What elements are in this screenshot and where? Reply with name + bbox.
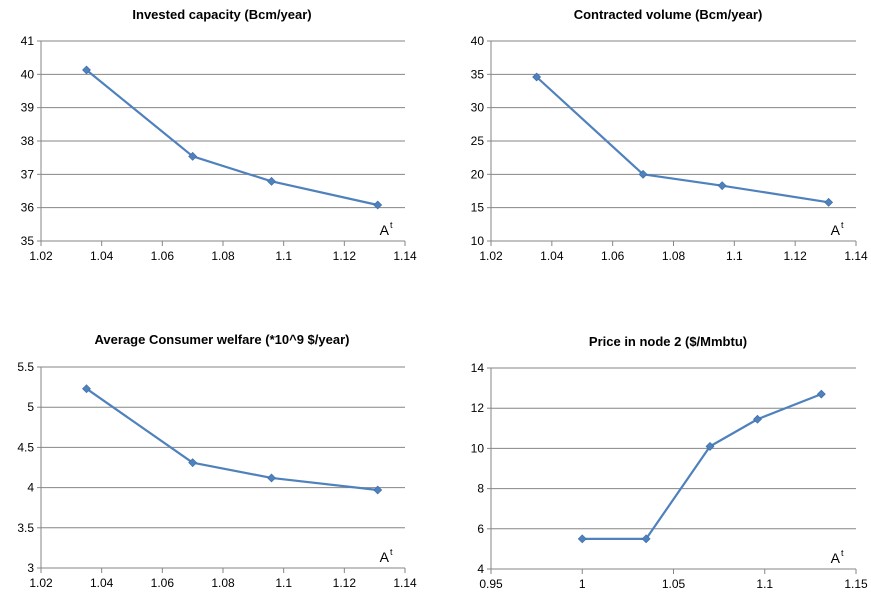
- x-tick-label: 1.06: [151, 576, 175, 590]
- y-tick-label: 3.5: [17, 521, 34, 535]
- x-tick-label: 1.06: [151, 249, 175, 263]
- data-point: [638, 169, 648, 179]
- data-point: [753, 414, 762, 424]
- y-tick-label: 38: [21, 134, 35, 148]
- y-tick-label: 5: [27, 400, 34, 414]
- y-tick-label: 39: [21, 101, 35, 115]
- data-point: [532, 72, 542, 82]
- x-tick-label: 1.08: [662, 249, 686, 263]
- data-point: [373, 485, 383, 495]
- chart-1: Invested capacity (Bcm/year) 35 36 37 38 39 40…: [21, 7, 417, 263]
- x-axis-label-superscript: t: [390, 547, 393, 557]
- y-tick-label: 10: [471, 234, 485, 248]
- series-line: [85, 69, 378, 207]
- y-tick-label: 15: [471, 201, 485, 215]
- y-tick-label: 41: [21, 34, 35, 48]
- x-tick-label: 1.1: [726, 249, 743, 263]
- x-tick-label: 1.05: [662, 577, 686, 591]
- y-tick-label: 8: [477, 482, 484, 496]
- x-tick-label: 1.14: [844, 249, 868, 263]
- data-point: [816, 389, 826, 399]
- data-point: [705, 441, 715, 451]
- x-axis-label-superscript: t: [841, 220, 844, 230]
- data-point: [82, 65, 91, 75]
- y-tick-label: 14: [471, 361, 485, 375]
- x-tick-label: 1.1: [275, 576, 292, 590]
- chart-title: Invested capacity (Bcm/year): [132, 7, 311, 22]
- x-axis-label-superscript: t: [390, 220, 393, 230]
- y-tick-label: 40: [471, 34, 485, 48]
- y-tick-label: 4.5: [17, 440, 34, 454]
- data-point: [267, 176, 276, 186]
- data-point: [373, 200, 383, 210]
- x-tick-label: 1.02: [29, 249, 53, 263]
- x-axis-label: A: [380, 222, 390, 238]
- x-axis-label: A: [831, 550, 841, 566]
- x-tick-label: 0.95: [479, 577, 503, 591]
- data-point: [824, 197, 834, 207]
- x-tick-label: 1.08: [211, 249, 235, 263]
- chart-title: Average Consumer welfare (*10^9 $/year): [95, 332, 350, 347]
- data-point: [82, 384, 91, 394]
- y-tick-label: 12: [471, 401, 485, 415]
- x-tick-label: 1.04: [90, 249, 114, 263]
- y-tick-label: 4: [477, 562, 484, 576]
- series-line: [582, 393, 822, 540]
- chart-title: Contracted volume (Bcm/year): [574, 7, 763, 22]
- y-tick-label: 4: [27, 481, 34, 495]
- x-tick-label: 1.02: [479, 249, 503, 263]
- x-tick-label: 1.06: [601, 249, 625, 263]
- x-axis-label-superscript: t: [841, 548, 844, 558]
- data-point: [717, 181, 727, 191]
- chart-3: Average Consumer welfare (*10^9 $/year) 3…: [17, 332, 417, 590]
- x-tick-label: 1.14: [393, 576, 417, 590]
- y-tick-label: 36: [21, 201, 35, 215]
- y-tick-label: 35: [21, 234, 35, 248]
- y-tick-label: 5.5: [17, 360, 34, 374]
- y-tick-label: 25: [471, 134, 485, 148]
- x-axis-label: A: [831, 222, 841, 238]
- chart-title: Price in node 2 ($/Mmbtu): [589, 334, 747, 349]
- x-tick-label: 1.12: [333, 576, 357, 590]
- y-tick-label: 3: [27, 561, 34, 575]
- y-tick-label: 35: [471, 67, 485, 81]
- x-tick-label: 1.14: [393, 249, 417, 263]
- chart-2: Contracted volume (Bcm/year) 10 15 20 25 30 35…: [471, 7, 868, 263]
- y-tick-label: 6: [477, 522, 484, 536]
- y-tick-label: 20: [471, 167, 485, 181]
- x-tick-label: 1: [579, 577, 586, 591]
- x-tick-label: 1.15: [844, 577, 868, 591]
- y-tick-label: 40: [21, 67, 35, 81]
- data-point: [267, 473, 276, 483]
- x-tick-label: 1.12: [333, 249, 357, 263]
- x-tick-label: 1.04: [540, 249, 564, 263]
- x-axis-label: A: [380, 549, 390, 565]
- x-tick-label: 1.08: [211, 576, 235, 590]
- x-tick-label: 1.1: [275, 249, 292, 263]
- data-point: [577, 534, 587, 544]
- series-line: [85, 387, 378, 492]
- y-tick-label: 30: [471, 101, 485, 115]
- series-line: [535, 76, 829, 204]
- x-tick-label: 1.04: [90, 576, 114, 590]
- x-tick-label: 1.1: [756, 577, 773, 591]
- x-tick-label: 1.12: [783, 249, 807, 263]
- y-tick-label: 37: [21, 167, 35, 181]
- data-point: [188, 458, 198, 468]
- x-tick-label: 1.02: [29, 576, 53, 590]
- data-point: [641, 534, 651, 544]
- y-tick-label: 10: [471, 441, 485, 455]
- data-point: [188, 151, 198, 161]
- chart-4: Price in node 2 ($/Mmbtu) 4 6 8 10 12 14 0.95 1 1…: [471, 334, 868, 591]
